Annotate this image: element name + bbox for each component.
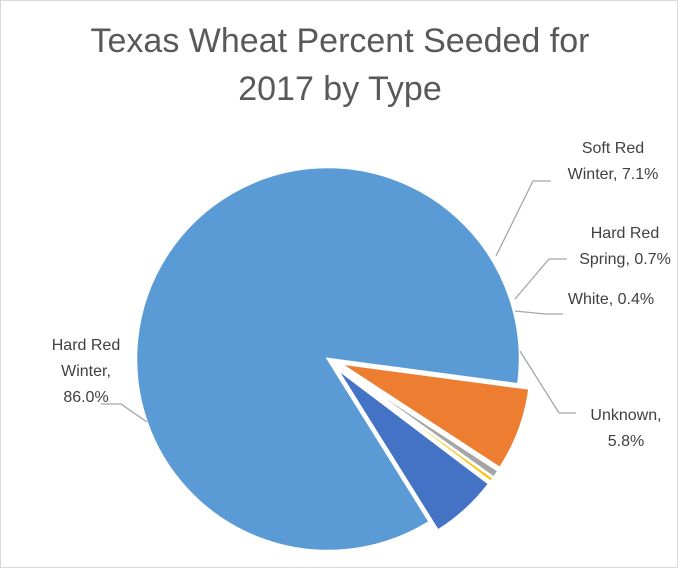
leader-line-unknown [519,350,576,414]
chart-title: Texas Wheat Percent Seeded for 2017 by T… [1,17,679,113]
data-label-line: Hard Red [591,225,659,242]
data-label-line: Winter, [61,363,111,380]
data-label-white: White, 0.4% [568,291,654,308]
leader-line-white [514,310,563,315]
data-label-line: 5.8% [608,433,644,450]
data-label-line: 86.0% [63,389,108,406]
data-label-line: Hard Red [52,337,120,354]
pie-slice-white [336,365,496,484]
data-label-line: Unknown, [590,407,661,424]
pie-slice-soft-red-winter [338,361,531,470]
leader-line-hard-red-spring [514,258,567,300]
leader-line-soft-red-winter [495,180,551,257]
data-label-hard-red-spring: Hard Red Spring, 0.7% [579,225,671,268]
data-label-line: Spring, 0.7% [579,251,671,268]
leader-line-hard-red-winter [101,403,148,423]
data-label-line: White, 0.4% [568,291,654,308]
data-label-hard-red-winter: Hard Red Winter, 86.0% [52,337,120,406]
data-label-soft-red-winter: Soft Red Winter, 7.1% [568,140,659,183]
pie-slice-unknown [335,366,491,533]
data-label-line: Winter, 7.1% [568,166,659,183]
pie-slice-hard-red-winter [134,165,522,553]
data-label-line: Soft Red [582,140,644,157]
chart-title-line-2: 2017 by Type [238,70,442,108]
data-label-unknown: Unknown, 5.8% [590,407,661,450]
chart-title-line-1: Texas Wheat Percent Seeded for [90,22,590,60]
